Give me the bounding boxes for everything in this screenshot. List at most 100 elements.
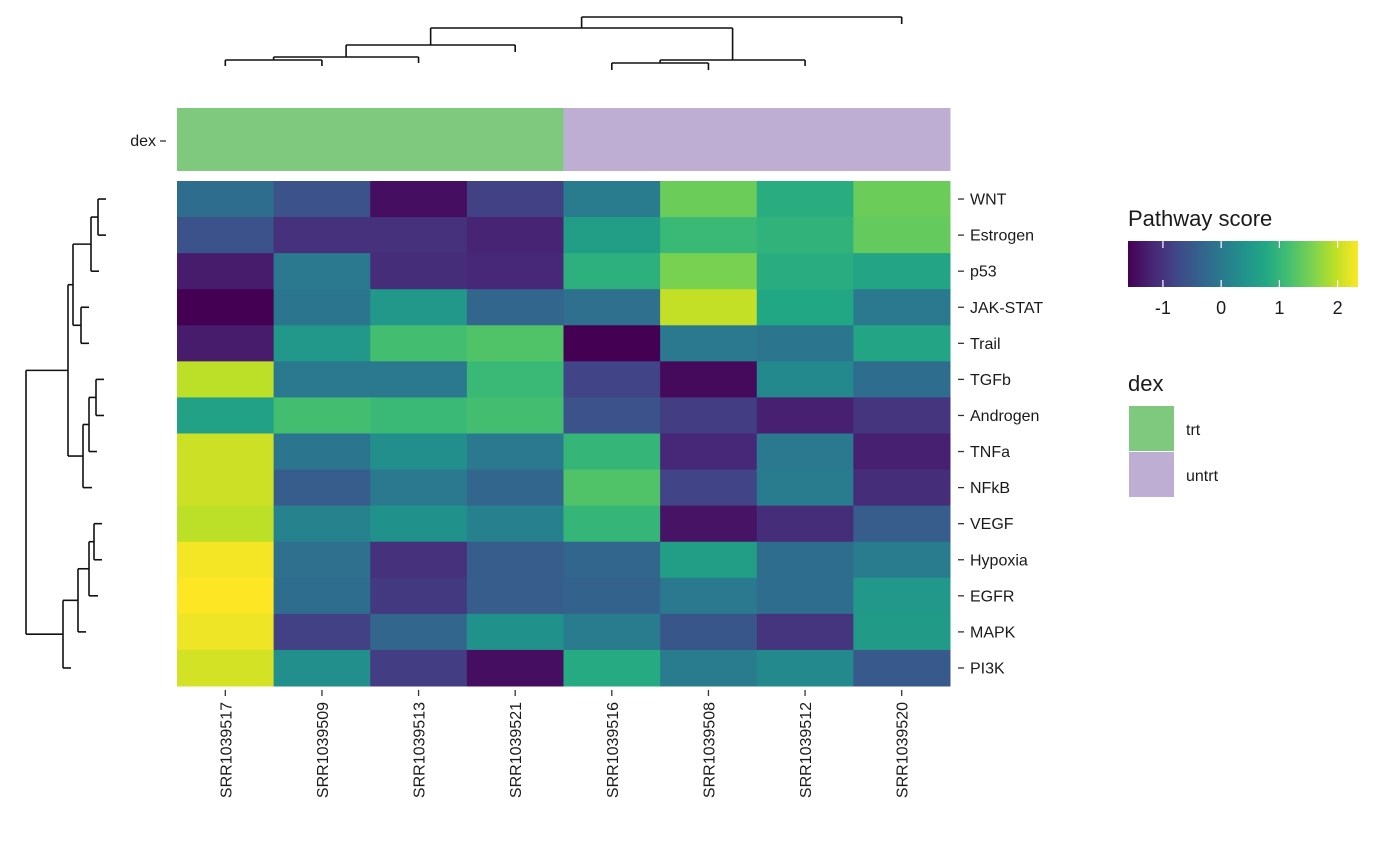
heatmap-cell: [370, 361, 468, 398]
heatmap-cell: [660, 289, 758, 326]
heatmap-cell: [660, 325, 758, 362]
heatmap-cell: [370, 397, 468, 434]
colorbar-tick-label: 0: [1216, 298, 1226, 318]
heatmap-cell: [660, 469, 758, 507]
heatmap-cell: [563, 181, 661, 218]
heatmap-cell: [177, 325, 275, 362]
heatmap-cell: [273, 541, 371, 579]
heatmap-cell: [660, 397, 758, 434]
annotation-cell: [853, 108, 951, 171]
heatmap-cell: [370, 613, 468, 651]
heatmap-cell: [853, 469, 951, 507]
heatmap-cell: [853, 181, 951, 218]
heatmap-cell: [273, 361, 371, 398]
annotation-cell: [563, 108, 661, 171]
heatmap-cell: [177, 217, 275, 254]
row-label: PI3K: [970, 660, 1005, 677]
row-label: Androgen: [970, 408, 1039, 425]
row-label: Hypoxia: [970, 552, 1028, 569]
heatmap-cell: [466, 397, 564, 434]
row-label: WNT: [970, 192, 1007, 209]
heatmap-cell: [756, 505, 854, 543]
dex-legend-label: trt: [1186, 422, 1201, 439]
annotation-cell: [660, 108, 758, 171]
row-dendrogram: [25, 198, 106, 669]
heatmap-cell: [756, 325, 854, 362]
heatmap-cell: [466, 505, 564, 543]
dex-legend: dex trt untrt: [1128, 371, 1219, 497]
heatmap-cell: [177, 253, 275, 290]
heatmap-cell: [466, 361, 564, 398]
heatmap-cell: [273, 577, 371, 615]
heatmap-cell: [273, 649, 371, 687]
annotation-cell: [756, 108, 854, 171]
heatmap-cell: [563, 325, 661, 362]
heatmap-cell: [273, 181, 371, 218]
heatmap-cell: [177, 505, 275, 543]
heatmap-cell: [756, 217, 854, 254]
row-label: VEGF: [970, 516, 1014, 533]
row-label: p53: [970, 264, 997, 281]
colorbar: [1128, 241, 1358, 287]
heatmap-cell: [563, 649, 661, 687]
heatmap-cell: [370, 289, 468, 326]
heatmap-cell: [466, 613, 564, 651]
heatmap-cell: [466, 541, 564, 579]
heatmap-cell: [853, 433, 951, 471]
heatmap-cell: [756, 253, 854, 290]
heatmap-cell: [370, 541, 468, 579]
dex-legend-title: dex: [1128, 371, 1163, 396]
heatmap-cell: [177, 613, 275, 651]
annotation-cell: [370, 108, 468, 171]
heatmap-cell: [853, 253, 951, 290]
heatmap-cell: [273, 433, 371, 471]
colorbar-title: Pathway score: [1128, 206, 1272, 231]
heatmap-cell: [853, 649, 951, 687]
annotation-label: dex: [130, 133, 156, 150]
heatmap-cell: [563, 433, 661, 471]
heatmap-cell: [563, 469, 661, 507]
heatmap-cell: [273, 289, 371, 326]
heatmap-cell: [177, 649, 275, 687]
heatmap-cell: [563, 613, 661, 651]
heatmap-cell: [273, 469, 371, 507]
heatmap-cell: [370, 253, 468, 290]
heatmap-cell: [177, 397, 275, 434]
heatmap-cell: [563, 397, 661, 434]
heatmap-cell: [370, 217, 468, 254]
heatmap-cell: [273, 505, 371, 543]
colorbar-tick-label: -1: [1155, 298, 1171, 318]
heatmap-cell: [370, 469, 468, 507]
heatmap-cell: [853, 397, 951, 434]
row-label: Trail: [970, 336, 1001, 353]
heatmap-cell: [466, 325, 564, 362]
annotation-cell: [273, 108, 371, 171]
row-label: MAPK: [970, 624, 1016, 641]
column-label: SRR1039520: [895, 702, 912, 798]
heatmap-cell: [370, 433, 468, 471]
heatmap-cell: [660, 181, 758, 218]
heatmap-cell: [466, 577, 564, 615]
row-label: EGFR: [970, 588, 1014, 605]
heatmap-cell: [756, 469, 854, 507]
heatmap-cells: [177, 181, 951, 687]
heatmap-cell: [563, 541, 661, 579]
row-labels: WNT Estrogen p53 JAK-STAT Trail TGFb Androgen T…: [958, 192, 1043, 677]
heatmap-cell: [756, 577, 854, 615]
colorbar-tick-label: 2: [1333, 298, 1343, 318]
heatmap-cell: [756, 181, 854, 218]
column-label: SRR1039517: [218, 702, 235, 798]
annotation-cell: [177, 108, 275, 171]
column-label: SRR1039521: [508, 702, 525, 798]
heatmap-cell: [660, 217, 758, 254]
column-dendrogram: [224, 16, 903, 70]
heatmap-cell: [563, 361, 661, 398]
heatmap-cell: [853, 217, 951, 254]
heatmap-cell: [177, 469, 275, 507]
heatmap-cell: [563, 577, 661, 615]
column-labels: SRR1039517 SRR1039509 SRR1039513 SRR1039521…: [218, 690, 912, 798]
pathway-score-legend: Pathway score -1 0 1 2: [1128, 206, 1358, 318]
heatmap-cell: [466, 253, 564, 290]
heatmap-cell: [660, 649, 758, 687]
